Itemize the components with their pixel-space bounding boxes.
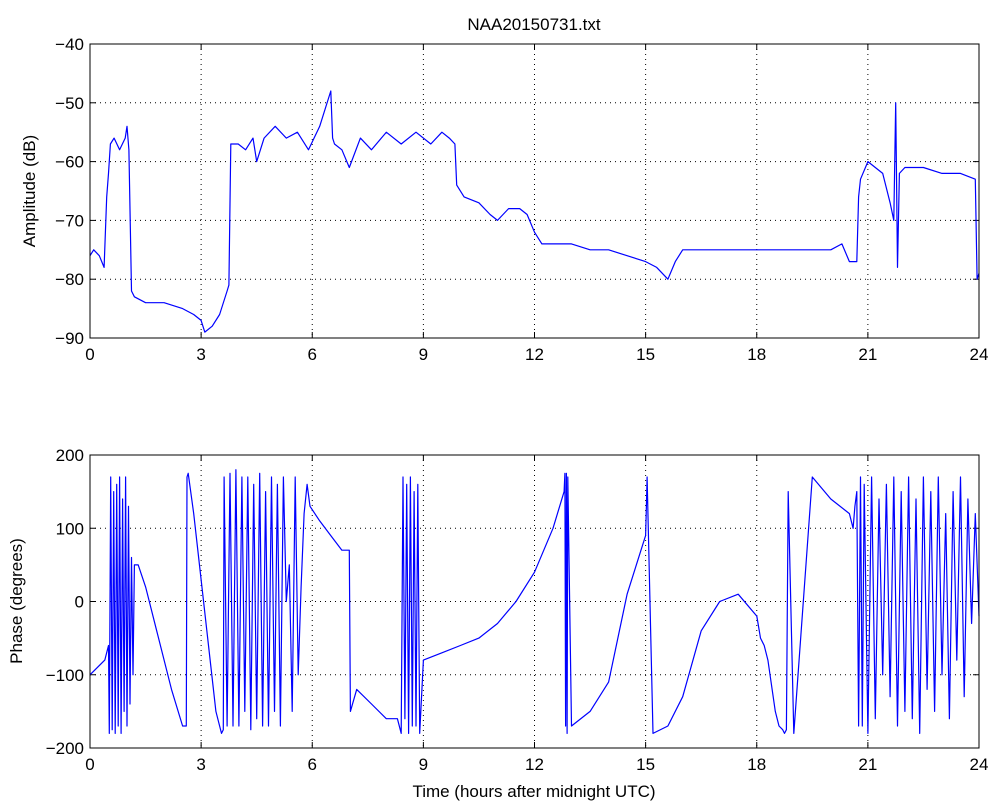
series-line bbox=[89, 469, 980, 734]
x-tick-label: 21 bbox=[858, 755, 877, 774]
amplitude-ticks: 0 3 6 9 12 15 18 21 24 −90 −80 −70 −60 −50 −40 bbox=[55, 35, 988, 364]
x-tick-label: 24 bbox=[970, 755, 989, 774]
x-tick-label: 6 bbox=[308, 345, 317, 364]
x-tick-label: 9 bbox=[419, 345, 428, 364]
y-tick-label: 200 bbox=[56, 446, 84, 465]
phase-chart: 0 3 6 9 12 15 18 21 24 −200 −100 0 100 200 Phase (deg… bbox=[7, 446, 988, 801]
x-tick-label: 21 bbox=[858, 345, 877, 364]
x-tick-label: 6 bbox=[308, 755, 317, 774]
phase-ticks: 0 3 6 9 12 15 18 21 24 −200 −100 0 100 200 bbox=[46, 446, 989, 774]
y-tick-label: 0 bbox=[75, 593, 84, 612]
y-tick-label: −70 bbox=[55, 211, 84, 230]
x-tick-label: 18 bbox=[747, 755, 766, 774]
series-line bbox=[89, 90, 980, 333]
y-tick-label: −40 bbox=[55, 35, 84, 54]
x-tick-label: 18 bbox=[747, 345, 766, 364]
y-tick-label: −200 bbox=[46, 739, 84, 758]
x-tick-label: 15 bbox=[636, 345, 655, 364]
y-tick-label: 100 bbox=[56, 519, 84, 538]
phase-y-axis-label: Phase (degrees) bbox=[7, 538, 26, 664]
amplitude-axes-frame bbox=[89, 43, 980, 339]
amplitude-grid bbox=[90, 44, 979, 338]
phase-series bbox=[89, 469, 980, 734]
y-tick-label: −90 bbox=[55, 329, 84, 348]
y-tick-label: −100 bbox=[46, 666, 84, 685]
x-tick-label: 9 bbox=[419, 755, 428, 774]
amplitude-chart: NAA20150731.txt 0 3 6 9 12 15 18 21 24 −90 −80 −70 −… bbox=[20, 15, 988, 364]
y-tick-label: −80 bbox=[55, 270, 84, 289]
x-tick-label: 0 bbox=[85, 345, 94, 364]
y-tick-label: −50 bbox=[55, 94, 84, 113]
phase-grid bbox=[90, 455, 979, 748]
x-tick-label: 3 bbox=[196, 755, 205, 774]
x-tick-label: 15 bbox=[636, 755, 655, 774]
amplitude-y-axis-label: Amplitude (dB) bbox=[20, 135, 39, 247]
x-tick-label: 3 bbox=[196, 345, 205, 364]
chart-title: NAA20150731.txt bbox=[467, 15, 601, 34]
x-tick-label: 12 bbox=[525, 755, 544, 774]
x-tick-label: 12 bbox=[525, 345, 544, 364]
x-tick-label: 0 bbox=[85, 755, 94, 774]
x-axis-label: Time (hours after midnight UTC) bbox=[412, 782, 655, 801]
phase-axes-frame bbox=[89, 454, 980, 749]
y-tick-label: −60 bbox=[55, 153, 84, 172]
x-tick-label: 24 bbox=[970, 345, 989, 364]
amplitude-series bbox=[89, 90, 980, 333]
